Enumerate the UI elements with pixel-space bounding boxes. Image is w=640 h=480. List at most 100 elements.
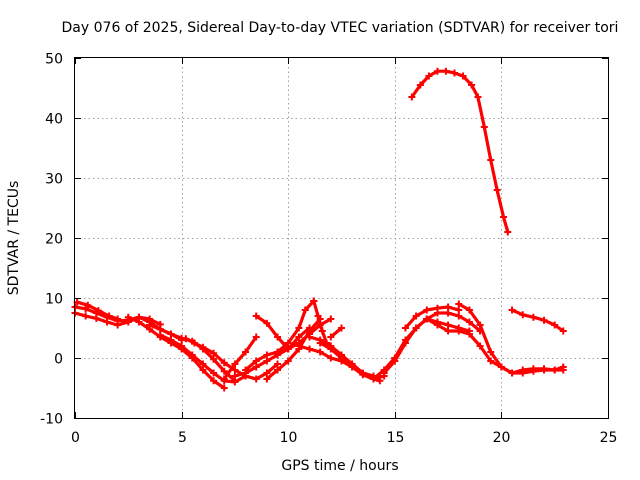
data-point bbox=[444, 309, 452, 317]
data-point bbox=[124, 313, 132, 321]
data-point bbox=[423, 315, 431, 323]
data-point bbox=[487, 348, 495, 356]
data-point bbox=[199, 343, 207, 351]
data-point bbox=[210, 349, 218, 357]
data-point bbox=[391, 357, 399, 365]
data-point bbox=[156, 331, 164, 339]
data-point bbox=[263, 319, 271, 327]
data-point bbox=[529, 365, 537, 373]
series-track-21 bbox=[401, 303, 463, 332]
series-track-07 bbox=[182, 335, 282, 383]
data-point bbox=[94, 307, 102, 315]
y-tick-label: 20 bbox=[45, 232, 63, 248]
data-point bbox=[433, 67, 441, 75]
data-point bbox=[178, 342, 186, 350]
data-point bbox=[519, 311, 527, 319]
data-point bbox=[263, 357, 271, 365]
data-point bbox=[348, 363, 356, 371]
data-point bbox=[135, 318, 143, 326]
x-axis-label: GPS time / hours bbox=[281, 458, 398, 474]
data-point bbox=[284, 339, 292, 347]
data-point bbox=[465, 318, 473, 326]
x-tick-label: 25 bbox=[600, 430, 618, 446]
series-line bbox=[222, 335, 258, 381]
data-point bbox=[412, 312, 420, 320]
series-track-17 bbox=[295, 342, 377, 380]
data-point bbox=[529, 313, 537, 321]
data-point bbox=[408, 93, 416, 101]
data-point bbox=[540, 316, 548, 324]
data-point bbox=[450, 69, 458, 77]
data-point bbox=[369, 375, 377, 383]
data-point bbox=[508, 306, 516, 314]
data-point bbox=[231, 372, 239, 380]
data-point bbox=[220, 367, 228, 375]
data-point bbox=[327, 315, 335, 323]
data-point bbox=[487, 156, 495, 164]
data-point bbox=[423, 306, 431, 314]
data-point bbox=[497, 363, 505, 371]
data-point bbox=[442, 67, 450, 75]
data-point bbox=[380, 369, 388, 377]
series-line bbox=[184, 337, 280, 381]
data-point bbox=[84, 301, 92, 309]
data-point bbox=[504, 228, 512, 236]
data-point bbox=[220, 375, 228, 383]
series-line bbox=[329, 326, 344, 339]
data-point bbox=[210, 369, 218, 377]
data-point bbox=[314, 312, 322, 320]
data-point bbox=[540, 365, 548, 373]
data-point bbox=[559, 363, 567, 371]
series-layer bbox=[71, 67, 567, 392]
data-point bbox=[318, 327, 326, 335]
data-point bbox=[284, 345, 292, 353]
data-point bbox=[310, 297, 318, 305]
x-tick-label: 15 bbox=[387, 430, 405, 446]
data-point bbox=[455, 312, 463, 320]
data-point bbox=[508, 369, 516, 377]
data-point bbox=[327, 345, 335, 353]
x-tick-label: 5 bbox=[178, 430, 187, 446]
data-point bbox=[242, 348, 250, 356]
data-point bbox=[459, 72, 467, 80]
data-point bbox=[146, 321, 154, 329]
data-point bbox=[444, 327, 452, 335]
y-tick-label: 30 bbox=[45, 172, 63, 188]
data-point bbox=[316, 348, 324, 356]
data-point bbox=[474, 93, 482, 101]
data-point bbox=[327, 333, 335, 341]
data-point bbox=[105, 312, 113, 320]
data-point bbox=[263, 351, 271, 359]
data-point bbox=[433, 321, 441, 329]
data-point bbox=[82, 305, 90, 313]
data-point bbox=[416, 81, 424, 89]
y-axis-label: SDTVAR / TECUs bbox=[6, 181, 22, 296]
data-point bbox=[465, 330, 473, 338]
series-track-18 bbox=[327, 324, 345, 341]
series-track-24 bbox=[508, 363, 567, 377]
data-point bbox=[220, 359, 228, 367]
y-tick-label: 0 bbox=[54, 352, 63, 368]
series-track-08 bbox=[220, 333, 260, 383]
grid bbox=[75, 58, 608, 418]
data-point bbox=[199, 360, 207, 368]
data-point bbox=[468, 81, 476, 89]
data-point bbox=[455, 300, 463, 308]
data-point bbox=[455, 327, 463, 335]
data-point bbox=[190, 339, 198, 347]
chart-title: Day 076 of 2025, Sidereal Day-to-day VTE… bbox=[62, 20, 619, 36]
series-line bbox=[312, 299, 329, 345]
data-point bbox=[284, 357, 292, 365]
data-point bbox=[188, 351, 196, 359]
data-point bbox=[465, 306, 473, 314]
data-point bbox=[425, 72, 433, 80]
data-point bbox=[338, 324, 345, 332]
data-point bbox=[444, 303, 452, 311]
data-point bbox=[519, 366, 527, 374]
data-point bbox=[301, 306, 309, 314]
data-point bbox=[455, 306, 463, 314]
y-tick-label: 40 bbox=[45, 112, 63, 128]
series-track-04 bbox=[124, 313, 228, 392]
data-point bbox=[252, 312, 260, 320]
